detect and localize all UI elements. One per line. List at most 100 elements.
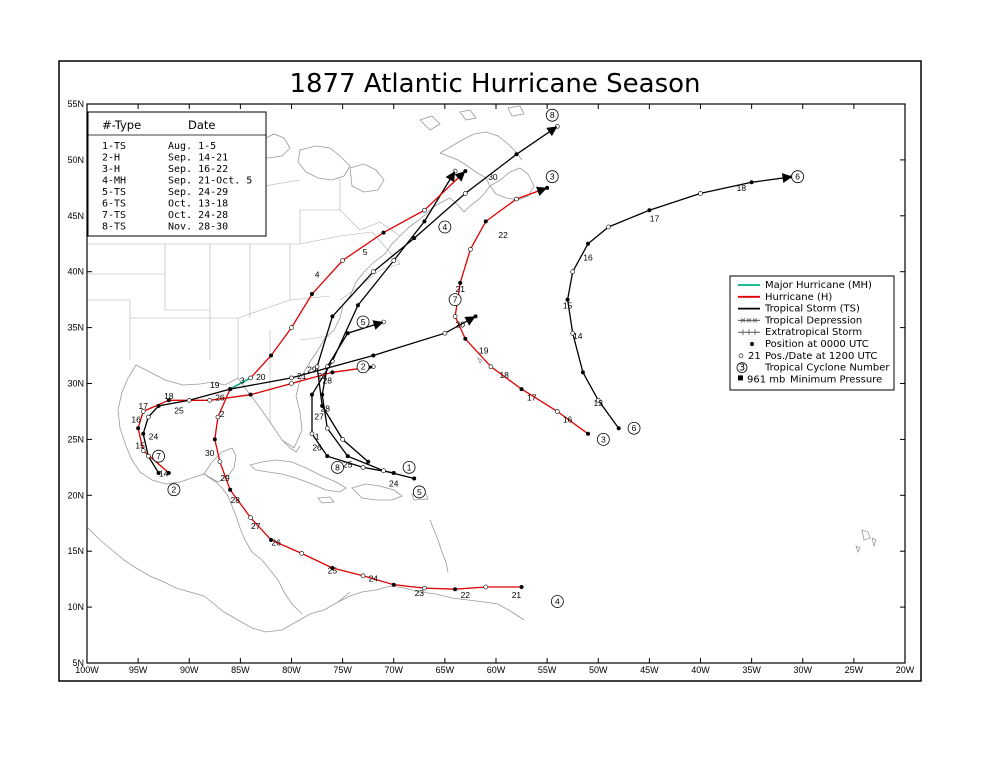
position-dot (483, 219, 488, 224)
legend-square (738, 375, 743, 381)
legend-label: Tropical Storm (TS) (764, 304, 860, 315)
date-label: 22 (461, 590, 471, 600)
legend-prefix: 961 mb (747, 374, 785, 385)
track-arrow (372, 320, 384, 330)
table-row-date: Oct. 13-18 (168, 199, 228, 210)
cyclone-number: 5 (361, 317, 366, 327)
lon-label: 20W (896, 665, 915, 675)
position-circle (463, 191, 468, 196)
coastline (87, 105, 877, 633)
date-label: 4 (315, 269, 320, 279)
table-row-type: 2-H (102, 153, 120, 164)
legend-box (729, 275, 895, 391)
position-dot (345, 331, 350, 336)
cyclone-number: 7 (453, 295, 458, 305)
date-label: 25 (343, 459, 353, 469)
lon-label: 70W (384, 665, 403, 675)
position-dot (248, 392, 253, 397)
cyclone-number-circle (331, 460, 344, 474)
date-label: 26 (312, 443, 322, 453)
position-circle (422, 585, 427, 591)
table-row-type: 8-TS (102, 222, 126, 233)
date-label: 27 (317, 371, 327, 381)
position-circle (289, 381, 294, 386)
position-circle (140, 448, 146, 453)
position-circle (422, 207, 427, 213)
cyclone-number: 3 (601, 434, 606, 444)
position-circle (217, 459, 223, 465)
position-dot (166, 470, 171, 475)
legend-label: Hurricane (H) (765, 292, 832, 303)
outer-frame (58, 60, 922, 682)
position-circle (452, 314, 458, 319)
position-dot (355, 303, 360, 308)
lon-label: 95W (129, 665, 148, 675)
table-row-type: 5-TS (102, 187, 126, 198)
lon-label: 75W (333, 665, 352, 675)
cyclone-number: 5 (417, 487, 422, 497)
cyclone-number: 8 (550, 110, 555, 120)
position-circle (606, 224, 611, 230)
cyclone-number-circle (550, 595, 564, 608)
position-dot (463, 336, 468, 341)
date-label: 14 (159, 468, 169, 478)
date-label: 17 (139, 401, 149, 411)
lon-label: 30W (793, 665, 812, 675)
track-line (321, 321, 415, 480)
position-dot (136, 426, 141, 431)
legend-dot (750, 342, 754, 346)
position-dot (565, 297, 570, 302)
track-arrow (781, 173, 793, 183)
date-label: 17 (527, 392, 537, 402)
position-dot (330, 370, 335, 375)
position-dot (166, 398, 171, 403)
cyclone-number: 6 (632, 423, 637, 433)
cyclone-number-circle (438, 220, 452, 234)
cyclone-number-circle (791, 170, 805, 184)
date-label: 18 (737, 183, 747, 193)
position-circle (146, 414, 151, 420)
legend-prefix: 3 (739, 363, 745, 374)
lon-label: 55W (538, 665, 557, 675)
date-label: 30 (488, 172, 498, 182)
position-dot (458, 280, 463, 285)
position-dot (212, 437, 217, 442)
position-circle (140, 409, 146, 414)
cyclone-number: 8 (335, 462, 340, 472)
position-dot (391, 582, 396, 587)
lat-label: 10N (67, 602, 84, 612)
cyclone-number: 1 (407, 462, 412, 472)
lon-label: 100W (75, 665, 99, 675)
legend-label: Major Hurricane (MH) (765, 280, 872, 291)
cyclone-number: 4 (443, 222, 448, 232)
track-line (316, 125, 558, 463)
position-dot (309, 292, 314, 297)
position-circle (186, 397, 192, 403)
date-label: 24 (149, 431, 159, 441)
lon-label: 85W (231, 665, 250, 675)
position-circle (324, 425, 330, 431)
cyclone-number-circle (412, 485, 426, 499)
position-dot (309, 392, 314, 397)
lat-label: 5N (72, 658, 84, 668)
track-5: 24252627282955 (312, 315, 426, 499)
table-row-type: 6-TS (102, 199, 126, 210)
summary-table-box (87, 111, 267, 237)
date-label: 17 (650, 213, 660, 223)
track-arrow (454, 171, 466, 182)
position-dot (580, 370, 585, 375)
table-row-type: 7-TS (102, 210, 126, 221)
legend-label: Tropical Cyclone Number (764, 363, 890, 374)
position-circle (514, 196, 519, 202)
position-dot (412, 236, 417, 241)
date-label: 25 (328, 566, 338, 576)
position-circle (215, 414, 221, 420)
lat-label: 55N (67, 99, 84, 109)
legend-items: Major Hurricane (MH)Hurricane (H)Tropica… (736, 280, 890, 385)
date-label: 19 (210, 380, 220, 390)
position-circle (442, 330, 448, 336)
